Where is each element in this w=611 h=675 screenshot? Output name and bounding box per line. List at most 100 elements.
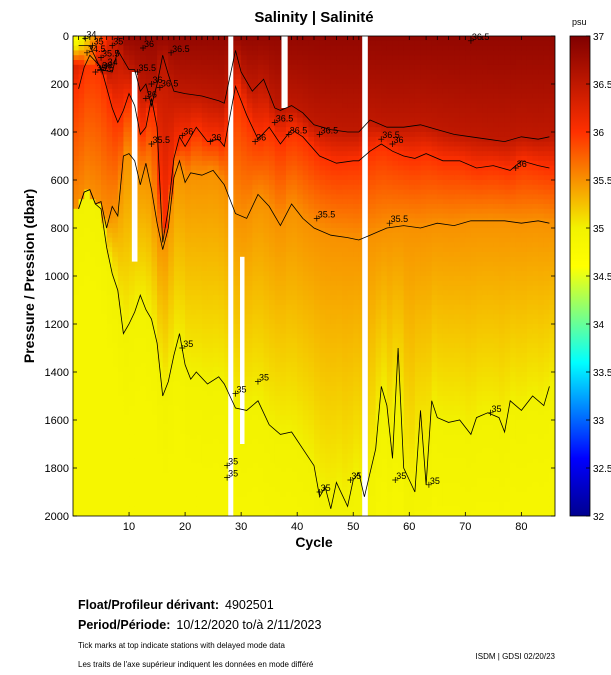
heatmap-cell bbox=[173, 357, 181, 363]
heatmap-cell bbox=[336, 295, 343, 301]
heatmap-cell bbox=[297, 468, 304, 474]
heatmap-cell bbox=[151, 84, 158, 90]
heatmap-cell bbox=[129, 357, 136, 363]
heatmap-cell bbox=[145, 146, 153, 152]
heatmap-cell bbox=[73, 429, 80, 435]
heatmap-cell bbox=[117, 429, 125, 435]
heatmap-cell bbox=[112, 55, 119, 61]
heatmap-cell bbox=[252, 280, 259, 287]
heatmap-cell bbox=[297, 127, 304, 133]
heatmap-cell bbox=[95, 357, 102, 363]
heatmap-cell bbox=[263, 434, 270, 440]
heatmap-cell bbox=[162, 242, 169, 248]
heatmap-cell bbox=[95, 338, 102, 344]
heatmap-cell bbox=[235, 64, 242, 71]
heatmap-cell bbox=[145, 256, 153, 263]
heatmap-cell bbox=[302, 367, 309, 373]
heatmap-cell bbox=[252, 271, 259, 277]
heatmap-cell bbox=[319, 496, 326, 503]
heatmap-cell bbox=[252, 151, 259, 157]
heatmap-cell bbox=[196, 496, 203, 503]
heatmap-cell bbox=[201, 189, 209, 195]
heatmap-cell bbox=[269, 74, 276, 80]
heatmap-cell bbox=[330, 424, 338, 431]
heatmap-cell bbox=[140, 381, 147, 387]
heatmap-cell bbox=[95, 300, 102, 306]
heatmap-cell bbox=[252, 122, 259, 128]
heatmap-cell bbox=[185, 280, 192, 287]
heatmap-cell bbox=[157, 501, 164, 507]
heatmap-cell bbox=[302, 333, 309, 339]
heatmap-cell bbox=[285, 314, 293, 320]
heatmap-cell bbox=[308, 60, 315, 66]
heatmap-cell bbox=[207, 492, 214, 498]
heatmap-cell bbox=[342, 194, 349, 200]
heatmap-cell bbox=[285, 189, 293, 195]
heatmap-cell bbox=[196, 352, 203, 359]
heatmap-cell bbox=[285, 103, 293, 109]
heatmap-cell bbox=[185, 180, 192, 186]
heatmap-cell bbox=[291, 98, 298, 104]
heatmap-cell bbox=[280, 324, 287, 330]
heatmap-cell bbox=[274, 122, 281, 128]
heatmap-cell bbox=[196, 98, 203, 104]
heatmap-cell bbox=[246, 36, 253, 42]
heatmap-cell bbox=[117, 256, 125, 263]
heatmap-cell bbox=[95, 127, 102, 133]
heatmap-cell bbox=[151, 420, 158, 426]
heatmap-cell bbox=[84, 93, 91, 99]
heatmap-cell bbox=[246, 170, 253, 176]
heatmap-cell bbox=[246, 271, 253, 277]
heatmap-cell bbox=[252, 487, 259, 493]
heatmap-cell bbox=[140, 271, 147, 277]
heatmap-cell bbox=[117, 151, 125, 157]
heatmap-cell bbox=[151, 319, 158, 325]
heatmap-cell bbox=[123, 468, 130, 474]
heatmap-cell bbox=[314, 400, 321, 407]
heatmap-cell bbox=[257, 415, 265, 421]
heatmap-cell bbox=[112, 237, 119, 243]
heatmap-cell bbox=[84, 151, 91, 157]
heatmap-cell bbox=[235, 103, 242, 109]
heatmap-cell bbox=[325, 271, 332, 277]
heatmap-cell bbox=[106, 477, 113, 483]
heatmap-cell bbox=[145, 501, 153, 507]
heatmap-cell bbox=[123, 247, 130, 253]
heatmap-cell bbox=[207, 463, 214, 469]
heatmap-cell bbox=[224, 45, 231, 51]
heatmap-cell bbox=[269, 439, 276, 445]
heatmap-cell bbox=[269, 280, 276, 287]
heatmap-cell bbox=[319, 415, 326, 421]
heatmap-cell bbox=[319, 261, 326, 267]
heatmap-cell bbox=[263, 496, 270, 503]
heatmap-cell bbox=[274, 50, 281, 56]
heatmap-cell bbox=[291, 175, 298, 181]
heatmap-cell bbox=[84, 300, 91, 306]
heatmap-cell bbox=[291, 180, 298, 186]
heatmap-cell bbox=[297, 372, 304, 378]
heatmap-cell bbox=[173, 448, 181, 455]
heatmap-cell bbox=[162, 343, 169, 349]
heatmap-cell bbox=[151, 45, 158, 51]
heatmap-cell bbox=[78, 420, 85, 426]
heatmap-cell bbox=[173, 400, 181, 407]
heatmap-cell bbox=[319, 79, 326, 85]
heatmap-cell bbox=[140, 266, 147, 272]
heatmap-cell bbox=[302, 50, 309, 56]
heatmap-cell bbox=[106, 237, 113, 243]
heatmap-cell bbox=[207, 362, 214, 368]
heatmap-cell bbox=[196, 247, 203, 253]
heatmap-cell bbox=[173, 64, 181, 71]
heatmap-cell bbox=[190, 247, 197, 253]
heatmap-cell bbox=[319, 386, 326, 392]
heatmap-cell bbox=[319, 405, 326, 411]
heatmap-cell bbox=[269, 300, 276, 306]
heatmap-cell bbox=[207, 352, 214, 359]
heatmap-cell bbox=[302, 463, 309, 469]
heatmap-cell bbox=[123, 194, 130, 200]
heatmap-cell bbox=[84, 208, 91, 215]
heatmap-cell bbox=[280, 170, 287, 176]
heatmap-cell bbox=[241, 84, 248, 90]
heatmap-cell bbox=[291, 424, 298, 431]
heatmap-cell bbox=[274, 295, 281, 301]
